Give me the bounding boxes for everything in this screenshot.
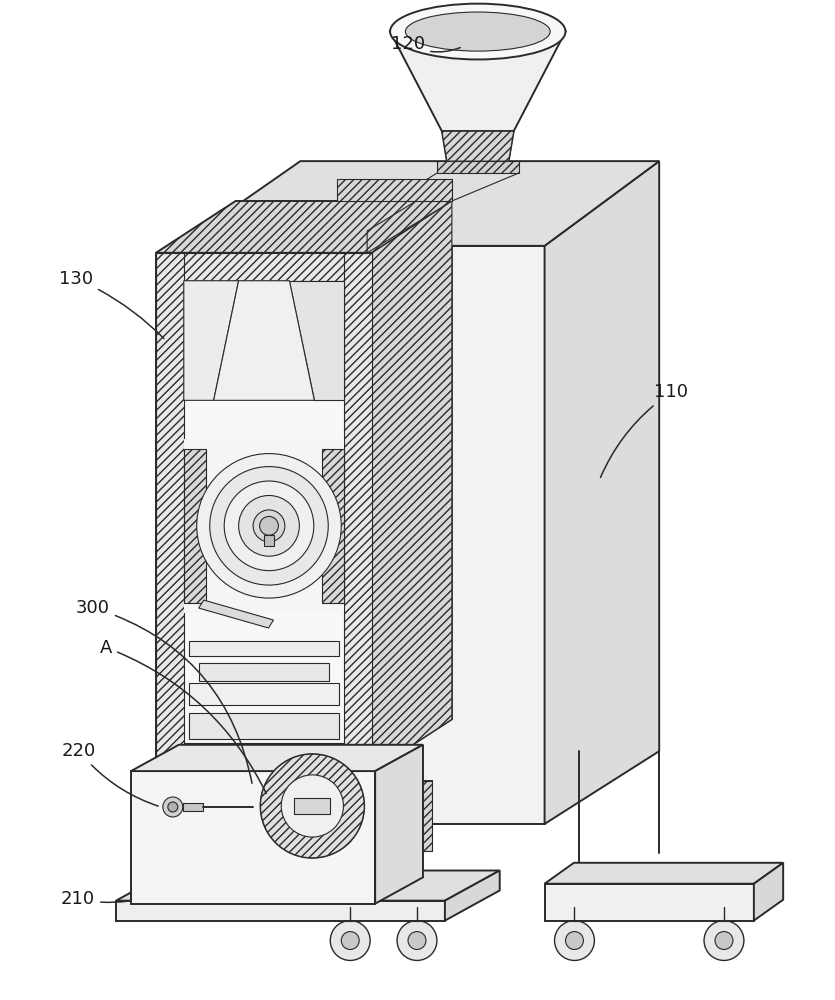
Polygon shape — [544, 161, 659, 824]
Circle shape — [260, 516, 278, 535]
Circle shape — [224, 481, 314, 571]
Text: 120: 120 — [391, 35, 460, 53]
Circle shape — [342, 932, 359, 949]
Text: 130: 130 — [59, 270, 164, 339]
Circle shape — [715, 932, 733, 949]
Polygon shape — [372, 246, 544, 824]
Circle shape — [704, 921, 744, 960]
Polygon shape — [264, 535, 274, 546]
Polygon shape — [442, 131, 514, 161]
Circle shape — [239, 495, 299, 556]
Text: 210: 210 — [61, 890, 129, 908]
Text: 300: 300 — [76, 599, 252, 783]
Polygon shape — [243, 781, 432, 851]
Circle shape — [210, 467, 328, 585]
Polygon shape — [322, 449, 344, 603]
Circle shape — [565, 932, 584, 949]
Polygon shape — [189, 683, 339, 705]
Polygon shape — [116, 901, 445, 921]
Polygon shape — [214, 281, 314, 400]
Polygon shape — [156, 253, 184, 771]
Polygon shape — [295, 798, 331, 814]
Polygon shape — [199, 663, 329, 681]
Polygon shape — [437, 161, 519, 173]
Polygon shape — [156, 743, 372, 771]
Polygon shape — [372, 201, 452, 771]
Polygon shape — [544, 863, 783, 884]
Circle shape — [261, 754, 364, 858]
Polygon shape — [184, 439, 344, 613]
Polygon shape — [189, 641, 339, 656]
Polygon shape — [390, 32, 565, 131]
Polygon shape — [179, 161, 659, 246]
Polygon shape — [199, 600, 274, 628]
Circle shape — [397, 921, 437, 960]
Circle shape — [253, 510, 285, 542]
Polygon shape — [332, 771, 350, 871]
Text: A: A — [100, 639, 266, 794]
Circle shape — [331, 921, 370, 960]
Circle shape — [197, 454, 342, 598]
Polygon shape — [243, 781, 272, 851]
Circle shape — [281, 775, 343, 837]
Polygon shape — [290, 281, 344, 400]
Polygon shape — [344, 253, 372, 771]
Text: 220: 220 — [62, 742, 158, 806]
Polygon shape — [116, 871, 499, 901]
Polygon shape — [184, 449, 205, 603]
Polygon shape — [131, 745, 423, 771]
Polygon shape — [189, 713, 339, 739]
Polygon shape — [183, 803, 203, 811]
Circle shape — [168, 802, 178, 812]
Polygon shape — [184, 281, 239, 400]
Polygon shape — [375, 745, 423, 904]
Polygon shape — [156, 201, 452, 253]
Polygon shape — [372, 201, 452, 771]
Circle shape — [408, 932, 426, 949]
Polygon shape — [445, 871, 499, 921]
Polygon shape — [367, 181, 449, 253]
Polygon shape — [156, 253, 372, 771]
Circle shape — [261, 754, 364, 858]
Polygon shape — [185, 771, 204, 871]
Ellipse shape — [390, 4, 565, 59]
Polygon shape — [337, 179, 452, 201]
Polygon shape — [402, 781, 432, 851]
Circle shape — [163, 797, 183, 817]
Circle shape — [554, 921, 595, 960]
Ellipse shape — [406, 12, 550, 51]
Polygon shape — [544, 884, 754, 921]
Text: 110: 110 — [600, 383, 688, 478]
Polygon shape — [131, 771, 375, 904]
Polygon shape — [754, 863, 783, 921]
Polygon shape — [156, 253, 372, 281]
Polygon shape — [442, 131, 514, 161]
